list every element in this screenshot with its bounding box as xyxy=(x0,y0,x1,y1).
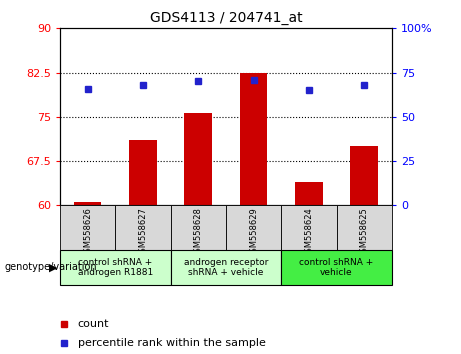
Bar xyxy=(295,182,323,205)
Bar xyxy=(184,113,212,205)
Text: GSM558628: GSM558628 xyxy=(194,207,203,258)
Bar xyxy=(281,205,337,250)
Text: GSM558626: GSM558626 xyxy=(83,207,92,258)
Text: GSM558629: GSM558629 xyxy=(249,207,258,258)
Bar xyxy=(240,73,267,205)
Bar xyxy=(60,205,115,250)
Text: count: count xyxy=(77,319,109,329)
Bar xyxy=(115,205,171,250)
Bar xyxy=(74,202,101,205)
Text: GSM558627: GSM558627 xyxy=(138,207,148,258)
Bar xyxy=(171,250,281,285)
Text: genotype/variation: genotype/variation xyxy=(5,262,97,272)
Text: GSM558624: GSM558624 xyxy=(304,207,313,258)
Text: control shRNA +
androgen R1881: control shRNA + androgen R1881 xyxy=(77,258,153,277)
Title: GDS4113 / 204741_at: GDS4113 / 204741_at xyxy=(149,11,302,24)
Bar xyxy=(129,141,157,205)
Bar xyxy=(60,250,171,285)
Text: control shRNA +
vehicle: control shRNA + vehicle xyxy=(299,258,374,277)
Text: androgen receptor
shRNA + vehicle: androgen receptor shRNA + vehicle xyxy=(183,258,268,277)
Bar xyxy=(281,250,392,285)
Text: ▶: ▶ xyxy=(49,262,57,272)
Text: GSM558625: GSM558625 xyxy=(360,207,369,258)
Text: percentile rank within the sample: percentile rank within the sample xyxy=(77,338,266,348)
Bar xyxy=(337,205,392,250)
Bar xyxy=(226,205,281,250)
Bar xyxy=(350,146,378,205)
Bar xyxy=(171,205,226,250)
